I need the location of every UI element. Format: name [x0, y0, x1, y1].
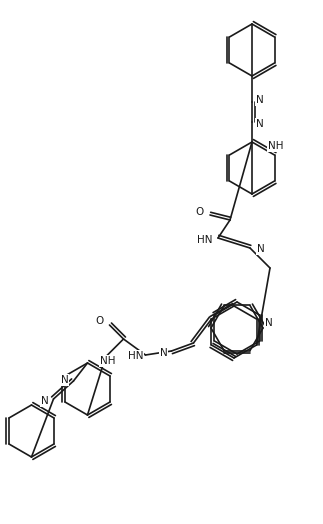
- Text: O: O: [196, 207, 204, 217]
- Text: O: O: [95, 316, 103, 326]
- Text: HN: HN: [196, 235, 212, 245]
- Text: N: N: [257, 244, 265, 254]
- Text: N: N: [41, 396, 48, 406]
- Text: N: N: [265, 318, 272, 328]
- Text: NH: NH: [100, 356, 115, 366]
- Text: NH: NH: [268, 141, 284, 151]
- Text: HN: HN: [128, 351, 143, 361]
- Text: N: N: [61, 375, 68, 385]
- Text: N: N: [256, 95, 264, 105]
- Text: N: N: [256, 119, 264, 129]
- Text: N: N: [160, 348, 168, 358]
